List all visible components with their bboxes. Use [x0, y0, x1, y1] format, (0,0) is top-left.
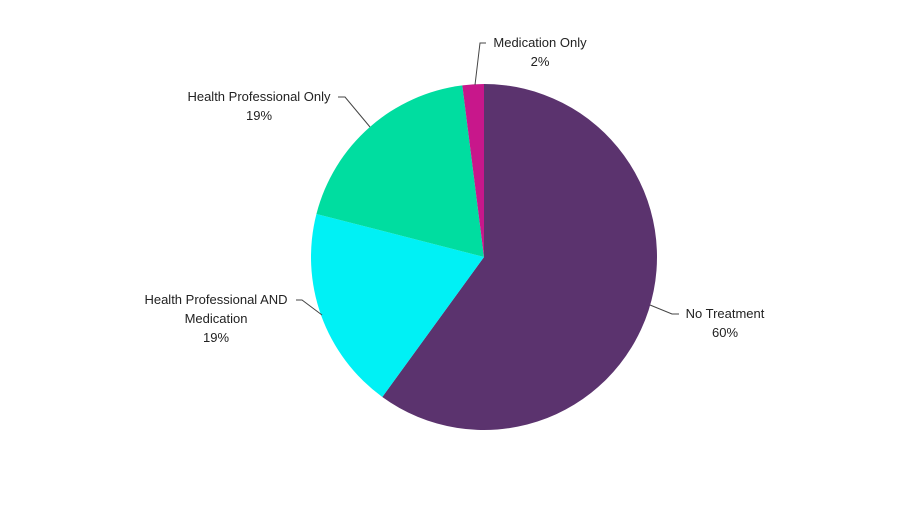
value-label: 19% [245, 108, 273, 123]
slice-label: Health Professional AND Medication 19% [131, 290, 301, 347]
pie-slice [382, 84, 657, 431]
slice-label: No Treatment 60% [665, 304, 785, 342]
category-label: Medication Only [493, 35, 587, 50]
category-label: No Treatment [685, 306, 765, 321]
value-label: 2% [530, 54, 550, 69]
slice-label: Medication Only 2% [480, 33, 600, 71]
pie-slice [316, 85, 484, 257]
pie-slice [311, 213, 484, 397]
value-label: 19% [202, 330, 230, 345]
leader-line [474, 42, 486, 86]
category-label: Health Professional Only [187, 89, 331, 104]
value-label: 60% [711, 325, 739, 340]
category-label: Health Professional AND Medication [144, 292, 288, 326]
leader-line [649, 304, 679, 315]
slice-label: Health Professional Only 19% [174, 87, 344, 125]
leader-line [296, 299, 323, 316]
pie-slice [462, 84, 484, 257]
leader-line [338, 96, 371, 128]
